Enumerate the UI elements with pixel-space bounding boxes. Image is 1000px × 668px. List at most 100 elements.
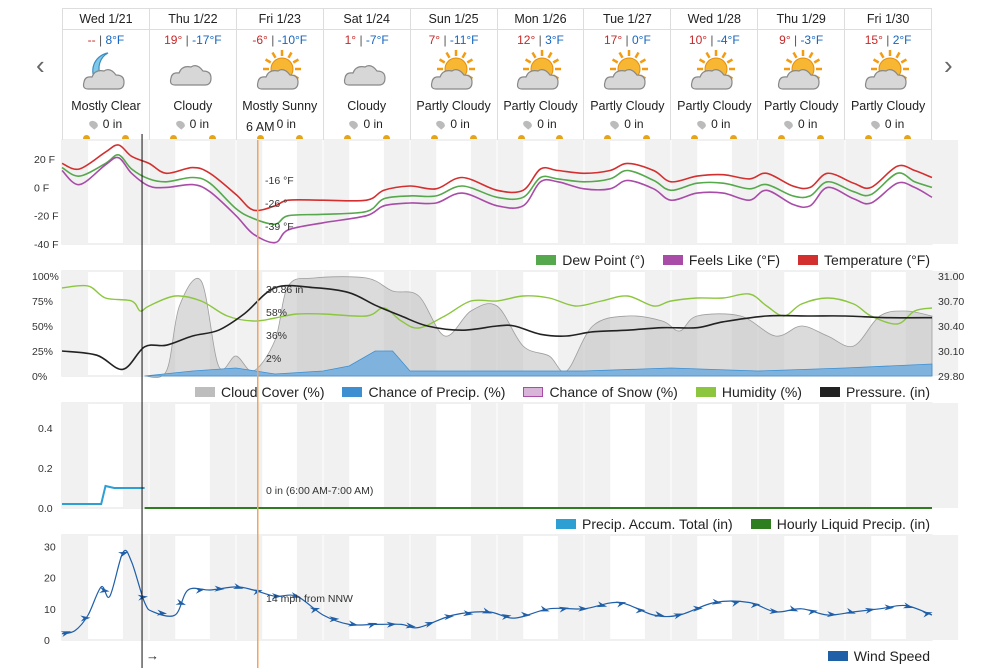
day-condition: Partly Cloudy: [590, 99, 665, 113]
sunrise-icon: [778, 135, 786, 139]
day-column[interactable]: Sat 1/24 1° | -7°F Cloudy 0 in: [323, 9, 411, 141]
wind-direction-arrow: [424, 621, 435, 628]
day-column[interactable]: Wed 1/28 10° | -4°F Partly Cloudy 0 in: [671, 9, 759, 141]
legend-item[interactable]: Temperature (°F): [798, 252, 930, 268]
high-temp: 19°: [164, 33, 183, 47]
y-tick-label: 0.2: [38, 463, 53, 475]
legend-item[interactable]: Humidity (%): [695, 384, 802, 400]
wind-direction-arrow: [902, 602, 914, 609]
day-column[interactable]: Mon 1/26 12° | 3°F Partly Cloudy 0 in: [497, 9, 585, 141]
day-condition: Partly Cloudy: [503, 99, 578, 113]
precip-amount: 0 in: [450, 117, 470, 131]
day-temps: 7° | -11°F: [428, 33, 479, 47]
legend-item[interactable]: Precip. Accum. Total (in): [556, 516, 733, 532]
day-date: Wed 1/28: [671, 9, 758, 30]
legend-item[interactable]: Feels Like (°F): [662, 252, 780, 268]
sunset-icon: [295, 135, 303, 139]
day-date: Thu 1/22: [149, 9, 236, 30]
wind-direction-arrow: [520, 611, 531, 618]
day-date: Wed 1/21: [63, 9, 149, 30]
low-temp: 0°F: [631, 33, 651, 47]
next-days-button[interactable]: ›: [944, 50, 953, 80]
legend-label: Temperature (°F): [824, 252, 930, 268]
prev-days-button[interactable]: ‹: [36, 50, 45, 80]
precip-amount: 0 in: [711, 117, 731, 131]
day-condition: Partly Cloudy: [764, 99, 839, 113]
high-temp: 12°: [517, 33, 536, 47]
day-condition: Cloudy: [347, 99, 387, 113]
chart-panel-bg: [61, 139, 959, 245]
low-temp: -11°F: [449, 33, 479, 47]
legend-swatch: [662, 255, 683, 265]
wind-direction-arrow: [787, 605, 799, 612]
day-column[interactable]: Sun 1/25 7° | -11°F Partly Cloudy 0 in: [410, 9, 498, 141]
legend-label: Hourly Liquid Precip. (in): [776, 516, 930, 532]
wind-direction-arrow: [443, 614, 455, 621]
day-temps: 17° | 0°F: [604, 33, 651, 47]
precip-chance-readout: 2%: [266, 353, 281, 365]
legend-label: Cloud Cover (%): [221, 384, 325, 400]
day-column[interactable]: Thu 1/22 19° | -17°F Cloudy 0 in: [149, 9, 237, 141]
legend-item[interactable]: Wind Speed: [827, 648, 930, 664]
precip-legend: Precip. Accum. Total (in) Hourly Liquid P…: [556, 516, 930, 532]
pressure-readout: 30.86 in: [266, 284, 304, 296]
day-temps: 19° | -17°F: [164, 33, 222, 47]
sunset-icon: [121, 135, 129, 139]
day-condition: Mostly Clear: [71, 99, 141, 113]
legend-label: Chance of Snow (%): [549, 384, 678, 400]
day-column[interactable]: Thu 1/29 9° | -3°F Partly Cloudy 0 in: [758, 9, 846, 141]
day-temps: 1° | -7°F: [344, 33, 389, 47]
legend-item[interactable]: Pressure. (in): [819, 384, 930, 400]
low-temp: -4°F: [716, 33, 740, 47]
legend-swatch: [819, 387, 840, 397]
legend-item[interactable]: Hourly Liquid Precip. (in): [750, 516, 930, 532]
legend-item[interactable]: Chance of Precip. (%): [342, 384, 505, 400]
day-precip: 0 in: [498, 117, 584, 131]
wind-direction-arrow: [156, 609, 168, 616]
low-temp: 2°F: [892, 33, 912, 47]
wind-direction-arrow: [80, 615, 91, 622]
low-temp: -17°F: [192, 33, 222, 47]
day-precip: 0 in: [671, 117, 757, 131]
legend-item[interactable]: Cloud Cover (%): [195, 384, 324, 400]
day-condition: Partly Cloudy: [850, 99, 926, 113]
wind-direction-arrow: [271, 593, 282, 600]
day-column[interactable]: Fri 1/30 15° | 2°F Partly Cloudy 0 in: [845, 9, 932, 141]
wind-direction-arrow: [596, 601, 608, 608]
cloud-readout: 36%: [266, 330, 287, 342]
cloud-icon: [150, 47, 236, 99]
sunset-icon: [904, 135, 912, 139]
day-column[interactable]: Wed 1/21 -- | 8°F Mostly Clear 0 in: [63, 9, 150, 141]
legend-swatch: [195, 387, 215, 397]
sun-markers: [150, 133, 236, 139]
wind-direction-arrow: [481, 607, 493, 614]
sun-cloud-icon: [411, 47, 497, 99]
y-tick-label: 0 F: [34, 182, 49, 194]
wind-direction-arrow: [922, 611, 933, 618]
wind-direction-arrow: [462, 610, 474, 617]
wind-legend: Wind Speed: [827, 648, 930, 664]
legend-swatch: [827, 651, 848, 661]
day-column[interactable]: Fri 1/23 -6° | -10°F Mostly Sunny 0 in: [236, 9, 324, 141]
y-tick-label-left: 25%: [32, 346, 53, 358]
sunset-icon: [556, 135, 564, 139]
day-condition: Mostly Sunny: [242, 99, 318, 113]
legend-label: Humidity (%): [721, 384, 802, 400]
sunset-icon: [382, 135, 390, 139]
feels-like-readout: -39 °F: [265, 221, 294, 233]
series-accum-line: [62, 484, 145, 505]
sunset-icon: [469, 135, 477, 139]
legend-item[interactable]: Dew Point (°): [536, 252, 645, 268]
day-date: Sun 1/25: [410, 9, 497, 30]
legend-item[interactable]: Chance of Snow (%): [523, 384, 678, 400]
moon-cloud-icon: [63, 47, 149, 99]
high-temp: 1°: [344, 33, 357, 47]
dew-point-readout: -26 °: [265, 198, 287, 210]
y-tick-label-right: 29.80: [938, 371, 964, 383]
cloud-icon: [324, 47, 410, 99]
day-column[interactable]: Tue 1/27 17° | 0°F Partly Cloudy 0 in: [584, 9, 672, 141]
wind-direction-arrow: [711, 598, 723, 605]
day-temps: 10° | -4°F: [688, 33, 740, 47]
temperature-readout: -16 °F: [265, 175, 294, 187]
